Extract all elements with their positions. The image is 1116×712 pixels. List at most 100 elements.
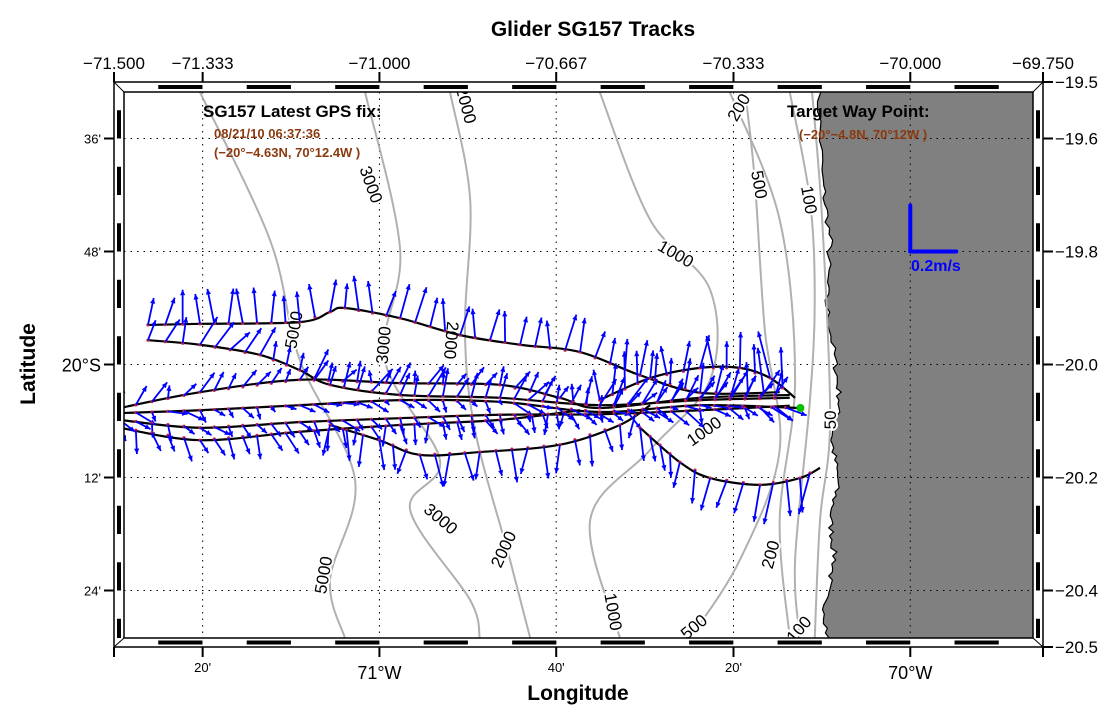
current-vector <box>510 448 519 483</box>
current-vector-head <box>502 311 508 317</box>
current-vector-head <box>659 346 665 352</box>
current-vector-head <box>524 371 531 378</box>
scale-arrow-label: 0.2m/s <box>911 258 961 275</box>
current-vector <box>763 482 775 525</box>
current-vector-head <box>183 317 189 323</box>
current-vector-head <box>356 461 363 467</box>
current-vector <box>579 317 586 353</box>
current-vector-head <box>725 372 731 379</box>
current-vector-head <box>144 424 151 430</box>
current-vector-head <box>585 387 591 394</box>
current-vector-head <box>151 320 157 327</box>
current-vector-head <box>471 401 478 407</box>
current-vector-head <box>600 331 606 338</box>
current-vector-head <box>442 406 448 413</box>
current-vector-head <box>445 423 451 430</box>
current-vector-head <box>612 363 618 369</box>
current-vector-head <box>751 375 757 382</box>
current-vector-head <box>134 448 140 455</box>
current-vector <box>227 288 235 324</box>
current-vector-head <box>543 381 550 388</box>
current-vector-head <box>531 427 537 433</box>
current-vector-head <box>265 371 271 378</box>
current-vector-head <box>546 404 553 410</box>
current-vector-head <box>797 508 803 515</box>
tick-label-left: 48' <box>84 245 101 260</box>
current-vector-head <box>503 373 509 380</box>
current-vector-head <box>289 431 295 438</box>
y-axis-label: Latitude <box>17 323 40 405</box>
current-vector-head <box>256 413 262 420</box>
current-vector <box>206 288 216 324</box>
tick-label-bottom: 20' <box>194 660 211 675</box>
current-vector-head <box>272 341 278 347</box>
current-vector-head <box>643 340 649 347</box>
current-vector-head <box>346 455 352 461</box>
current-vector-head <box>380 464 386 471</box>
glider-track <box>124 404 790 429</box>
current-vector-head <box>420 403 427 409</box>
depth-contour-500 <box>689 92 782 638</box>
current-vector-head <box>342 442 348 449</box>
current-vector-head <box>234 288 240 295</box>
current-vector-head <box>434 406 441 412</box>
current-vector-head <box>478 367 485 374</box>
current-vector-head <box>309 407 316 413</box>
tick-label-right: −19.8 <box>1055 243 1098 262</box>
current-vector-head <box>619 444 625 451</box>
current-vector-head <box>751 344 757 350</box>
current-vector <box>705 335 715 369</box>
current-vector-head <box>738 377 744 384</box>
current-vector-head <box>756 347 762 354</box>
current-vector-head <box>307 284 313 290</box>
current-vector-head <box>667 417 674 423</box>
current-vector-head <box>640 455 646 461</box>
current-vector-head <box>423 473 429 480</box>
current-vector-head <box>315 441 321 448</box>
current-vector-head <box>700 362 706 369</box>
tick-label-top: −69.750 <box>1012 54 1074 73</box>
current-vector-head <box>649 350 656 357</box>
current-vector-head <box>744 362 750 368</box>
tick-label-bottom: 70°W <box>888 663 932 683</box>
current-vector <box>635 350 639 384</box>
current-vector-head <box>412 439 418 446</box>
current-vector-head <box>352 439 358 446</box>
current-vector-head <box>709 375 715 382</box>
tick-label-right: −20.5 <box>1055 638 1098 657</box>
frame-band-top <box>512 85 557 89</box>
current-vector <box>691 470 696 504</box>
current-vector-head <box>611 337 617 344</box>
tick-label-right: −20.2 <box>1055 469 1098 488</box>
frame-band-top <box>954 85 999 89</box>
axis-ticks: −71.500 −71.333 −71.000 −70.667 −70.333 −70.0… <box>62 54 1098 683</box>
current-vector-head <box>352 275 358 282</box>
current-vector-head <box>737 332 744 338</box>
current-vector-head <box>315 429 321 436</box>
latest-fix-position: (−20°−4.63N, 70°12.4W ) <box>214 145 360 160</box>
current-vector-head <box>690 497 696 504</box>
current-vector-head <box>715 501 721 508</box>
depth-contour-1000 <box>588 92 719 638</box>
current-vector-head <box>180 289 186 296</box>
waypoint-title: Target Way Point: <box>787 102 930 121</box>
current-vector-head <box>306 425 313 431</box>
frame-band-bottom <box>866 640 911 645</box>
current-vector-head <box>212 316 218 323</box>
current-vector-head <box>629 408 636 414</box>
tick-label-top: −71.000 <box>348 54 410 73</box>
current-vector-head <box>230 453 236 460</box>
current-vector-head <box>651 455 657 462</box>
frame-band-right <box>1036 449 1040 478</box>
frame-band-top <box>423 85 468 89</box>
current-vector-head <box>261 427 267 434</box>
current-vector <box>738 332 742 368</box>
current-vector-head <box>662 387 668 394</box>
current-vector-head <box>469 474 475 481</box>
tick-label-top: −70.000 <box>879 54 941 73</box>
current-vector-head <box>733 507 739 514</box>
current-vector-head <box>323 349 329 356</box>
current-vector <box>779 347 784 388</box>
frame-corner <box>113 81 125 93</box>
